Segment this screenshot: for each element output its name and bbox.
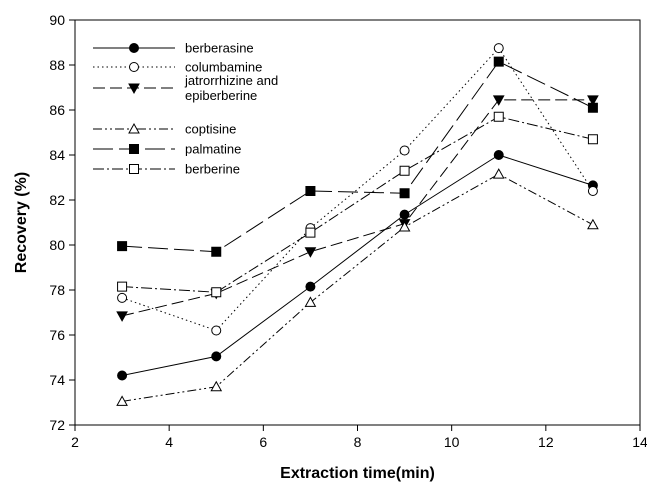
data-point-columbamine <box>211 325 222 336</box>
data-point-palmatine <box>117 241 128 252</box>
y-tick-label: 84 <box>49 147 65 163</box>
legend-label: coptisine <box>185 122 236 137</box>
series-line-berberasine <box>121 154 594 376</box>
y-tick-label: 74 <box>49 372 65 388</box>
series-coptisine <box>116 168 599 406</box>
data-point-berberine <box>305 227 316 238</box>
data-point-berberine <box>493 111 504 122</box>
data-point-columbamine <box>493 43 504 54</box>
data-point-coptisine <box>116 395 128 406</box>
y-tick-label: 78 <box>49 282 65 298</box>
data-point-coptisine <box>492 168 505 179</box>
data-point-palmatine <box>305 186 316 196</box>
x-tick-label: 4 <box>165 434 173 450</box>
legend-item-berberasine: berberasine <box>93 41 254 56</box>
data-point-berberine <box>117 281 128 292</box>
legend-item-columbamine: columbamine <box>93 60 262 75</box>
legend-label: berberine <box>185 162 240 177</box>
y-axis-title: Recovery (%) <box>13 172 30 273</box>
data-point-berberine <box>211 287 222 298</box>
data-point-palmatine <box>493 56 504 67</box>
legend-item-coptisine: coptisine <box>93 122 236 137</box>
data-point-berberasine <box>117 370 128 381</box>
data-point-berberasine <box>211 351 222 362</box>
axes: 2 4 6 8 10 12 14 72 74 76 78 80 82 84 86 88 90 <box>49 12 647 450</box>
y-tick-label: 76 <box>49 327 65 343</box>
legend-item-berberine: berberine <box>93 162 240 177</box>
data-point-berberasine <box>399 209 410 220</box>
series-berberine <box>117 111 598 298</box>
data-point-jatrorrhizine-and-epiberberine <box>492 95 505 106</box>
y-tick-label: 86 <box>49 102 65 118</box>
data-point-berberine <box>399 165 410 176</box>
data-point-columbamine <box>399 145 410 156</box>
data-point-berberine <box>587 134 598 145</box>
series-berberasine <box>117 150 598 381</box>
x-tick-label: 6 <box>259 434 267 450</box>
data-point-coptisine <box>210 380 223 392</box>
x-axis-title: Extraction time(min) <box>280 465 435 482</box>
series-line-coptisine <box>122 173 594 402</box>
y-tick-label: 72 <box>49 417 65 433</box>
data-point-coptisine <box>398 220 411 232</box>
legend-marker <box>129 43 139 53</box>
legend-marker <box>128 83 140 95</box>
x-tick-label: 10 <box>444 434 460 450</box>
data-point-jatrorrhizine-and-epiberberine <box>116 311 128 322</box>
legend-label: palmatine <box>185 142 241 157</box>
x-tick-label: 12 <box>538 434 554 450</box>
data-point-jatrorrhizine-and-epiberberine <box>587 95 599 106</box>
data-point-berberasine <box>493 150 504 160</box>
legend-label: jatrorrhizine and <box>184 73 278 88</box>
data-point-jatrorrhizine-and-epiberberine <box>304 247 317 258</box>
legend-label: epiberberine <box>185 88 257 103</box>
series-line-jatrorrhizine-and-epiberberine <box>121 99 593 317</box>
legend-marker <box>129 62 139 72</box>
legend-label: columbamine <box>185 60 262 75</box>
x-tick-label: 8 <box>354 434 362 450</box>
series-line-palmatine <box>122 60 594 253</box>
data-point-columbamine <box>587 186 598 196</box>
data-point-berberasine <box>305 281 316 292</box>
legend-marker <box>129 164 139 174</box>
data-point-palmatine <box>587 102 598 113</box>
legend-label: berberasine <box>185 41 254 56</box>
plot-frame <box>74 19 641 426</box>
legend-item-palmatine: palmatine <box>93 142 241 157</box>
y-tick-label: 88 <box>49 57 65 73</box>
series-layer <box>116 43 599 406</box>
series-palmatine <box>117 56 598 257</box>
data-point-palmatine <box>211 246 222 257</box>
data-point-palmatine <box>399 188 410 199</box>
series-line-berberine <box>122 116 594 293</box>
data-point-coptisine <box>304 296 317 307</box>
data-point-coptisine <box>587 218 599 230</box>
y-tick-label: 82 <box>49 192 65 208</box>
y-tick-label: 90 <box>49 12 65 28</box>
x-tick-label: 2 <box>71 434 79 450</box>
y-tick-label: 80 <box>49 237 65 253</box>
x-tick-label: 14 <box>632 434 647 450</box>
legend-marker <box>128 122 140 134</box>
data-point-columbamine <box>117 292 128 303</box>
legend-marker <box>129 144 139 154</box>
